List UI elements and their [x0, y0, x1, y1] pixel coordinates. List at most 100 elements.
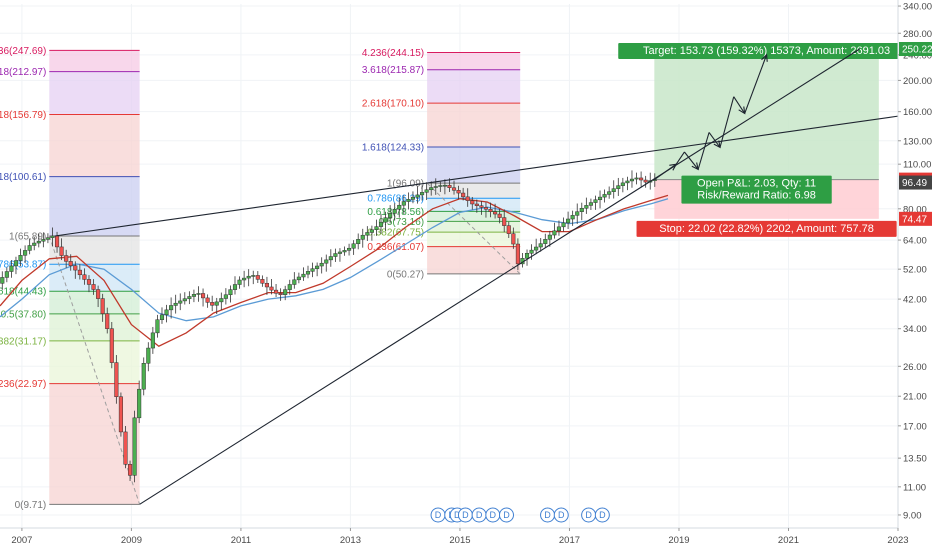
time-tick-label: 2015 — [449, 535, 470, 546]
price-axis[interactable]: 340.00280.00240.00200.00160.00130.00110.… — [897, 0, 932, 550]
dividend-markers[interactable]: DDDDDDDDDDD — [430, 507, 610, 523]
price-tick-label: 64.00 — [903, 236, 927, 247]
trendline-1[interactable] — [54, 115, 899, 237]
projection-path[interactable] — [654, 53, 768, 181]
candle-body — [629, 178, 635, 182]
stop-label-text: Stop: 22.02 (22.82%) 2202, Amount: 757.7… — [659, 223, 874, 235]
dividend-marker[interactable]: D — [430, 507, 446, 523]
fib-right-band — [427, 246, 521, 274]
candle-body — [23, 250, 28, 256]
candle-body — [27, 245, 32, 251]
candle-body — [374, 226, 379, 230]
candle-body — [442, 184, 447, 187]
price-tag[interactable]: 74.47 — [899, 211, 932, 226]
candle-body — [100, 298, 105, 314]
price-tag-bg — [899, 42, 932, 57]
price-tag[interactable]: 96.49 — [899, 175, 932, 190]
fib-left-level-label: 4.236(247.69) — [0, 46, 46, 57]
candle-body — [620, 182, 625, 186]
pnl-label-bg — [681, 175, 832, 204]
candle-body — [228, 289, 233, 296]
candle-body — [378, 221, 384, 227]
dividend-marker[interactable]: D — [457, 507, 473, 523]
stop-label[interactable]: Stop: 22.02 (22.82%) 2202, Amount: 757.7… — [636, 220, 897, 237]
stop-label-bg — [636, 220, 897, 237]
price-tick-label: 34.00 — [903, 324, 927, 335]
trendline-2[interactable] — [139, 48, 860, 505]
candle-body — [515, 243, 520, 265]
fib-right-band — [427, 198, 521, 212]
dividend-marker[interactable]: D — [498, 507, 514, 523]
price-tag-bg — [899, 211, 932, 226]
fib-right-band — [427, 69, 521, 104]
price-tag-label: 96.49 — [902, 178, 927, 189]
dividend-marker-circle — [498, 507, 514, 523]
time-tick-label: 2007 — [11, 535, 32, 546]
target-label[interactable]: Target: 153.73 (159.32%) 15373, Amount: … — [618, 43, 915, 60]
dividend-marker-label: D — [599, 510, 606, 520]
candle-body — [178, 300, 183, 304]
projection-arrowhead — [738, 106, 746, 115]
fib-extension-left[interactable]: 4.236(247.69) 3.618(212.97) 2.618(156.79) 1… — [0, 46, 141, 511]
candle-body — [4, 271, 9, 278]
candle-body — [36, 240, 41, 244]
candle-body — [82, 274, 87, 280]
candle-body — [232, 284, 238, 290]
candle-body — [597, 196, 603, 201]
projection-arrowhead — [761, 53, 768, 62]
fib-left-level-label: 0.5(37.80) — [1, 309, 47, 320]
candle-body — [524, 252, 530, 259]
dividend-marker[interactable]: D — [485, 507, 501, 523]
candle-body — [237, 279, 242, 285]
fib-left-level-label: 0.618(44.43) — [0, 287, 46, 298]
candle-body — [575, 211, 580, 216]
candle-body — [73, 265, 78, 271]
projection-segment — [675, 151, 685, 165]
fib-right-band — [427, 147, 521, 184]
price-tag-label: 250.22 — [902, 45, 932, 56]
long-position-tool[interactable]: Target: 153.73 (159.32%) 15373, Amount: … — [618, 43, 915, 237]
fib-left-level-label: 3.618(212.97) — [0, 67, 46, 78]
candle-body — [333, 253, 338, 257]
candle-body — [96, 289, 101, 299]
dividend-marker[interactable]: D — [594, 507, 610, 523]
price-tag[interactable]: 250.22 — [899, 42, 932, 57]
candle-body — [260, 279, 265, 284]
candle-body — [397, 204, 402, 210]
dividend-marker[interactable]: D — [471, 507, 487, 523]
price-tag-label: 74.47 — [902, 214, 927, 225]
price-tick-label: 26.00 — [903, 362, 927, 373]
price-tick-label: 200.00 — [903, 76, 932, 87]
candle-body — [146, 347, 151, 364]
candle-body — [255, 275, 260, 280]
candle-body — [114, 362, 119, 397]
fib-left-level-label: 0(9.71) — [15, 500, 47, 511]
candle-body — [602, 194, 607, 198]
candle-body — [91, 284, 96, 290]
price-tick-label: 21.00 — [903, 392, 927, 403]
dividend-marker[interactable]: D — [540, 507, 556, 523]
dividend-marker[interactable]: D — [553, 507, 569, 523]
candle-body — [86, 279, 92, 285]
dividend-marker[interactable]: D — [581, 507, 597, 523]
candle-body — [356, 239, 361, 245]
fib-left-band — [49, 340, 140, 384]
dividend-marker-label: D — [462, 510, 469, 520]
time-axis[interactable]: 2007 2009 2011 2013 2015 2017 2019 2021 2023 — [0, 527, 909, 550]
candle-body — [556, 226, 562, 232]
candle-body — [383, 217, 388, 223]
candle-body — [369, 229, 374, 233]
candle-body — [50, 235, 55, 238]
dividend-marker-label: D — [476, 510, 483, 520]
fib-right-level-label: 0(50.27) — [387, 269, 424, 280]
trendlines[interactable] — [54, 48, 899, 505]
fib-left-band — [49, 176, 140, 236]
fib-right-level-label: 0.382(67.75) — [367, 228, 424, 239]
candle-body — [451, 187, 457, 191]
candle-body — [132, 417, 137, 476]
fib-left-band — [49, 114, 140, 177]
candle-body — [196, 293, 201, 295]
candle-body — [105, 313, 110, 329]
